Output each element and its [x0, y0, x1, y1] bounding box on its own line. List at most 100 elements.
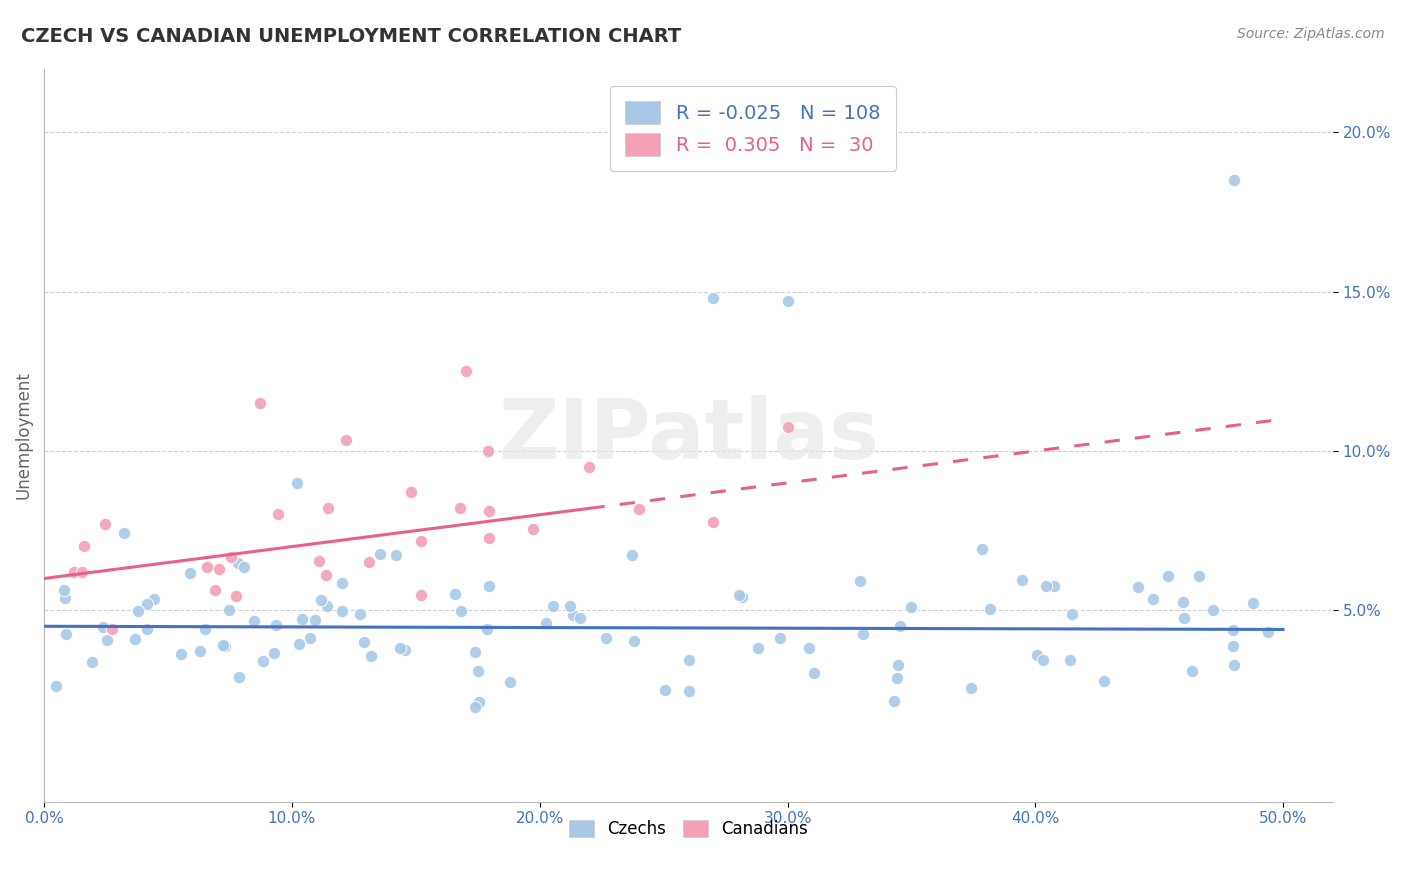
- Point: [1181, 664, 1204, 678]
- Point: [136, 623, 159, 637]
- Point: [1060, 607, 1083, 621]
- Point: [53, 591, 76, 606]
- Point: [330, 604, 353, 618]
- Point: [595, 631, 617, 645]
- Point: [368, 547, 391, 561]
- Point: [887, 657, 910, 672]
- Point: [889, 618, 911, 632]
- Point: [285, 475, 308, 490]
- Point: [1222, 639, 1244, 653]
- Point: [409, 588, 432, 602]
- Point: [803, 665, 825, 680]
- Point: [522, 522, 544, 536]
- Point: [308, 554, 330, 568]
- Point: [534, 615, 557, 630]
- Point: [53, 583, 76, 598]
- Legend: Czechs, Canadians: Czechs, Canadians: [562, 813, 814, 845]
- Point: [960, 681, 983, 696]
- Point: [1173, 611, 1195, 625]
- Point: [249, 396, 271, 410]
- Text: ZIPatlas: ZIPatlas: [498, 394, 879, 475]
- Point: [620, 548, 643, 562]
- Point: [315, 568, 337, 582]
- Point: [233, 560, 256, 574]
- Point: [394, 643, 416, 657]
- Point: [214, 639, 236, 653]
- Point: [1035, 579, 1057, 593]
- Point: [82, 655, 104, 669]
- Point: [627, 502, 650, 516]
- Point: [678, 683, 700, 698]
- Point: [1026, 648, 1049, 662]
- Point: [1092, 674, 1115, 689]
- Point: [55, 627, 77, 641]
- Point: [1142, 591, 1164, 606]
- Point: [228, 670, 250, 684]
- Point: [970, 542, 993, 557]
- Point: [211, 638, 233, 652]
- Point: [204, 583, 226, 598]
- Point: [450, 604, 472, 618]
- Point: [702, 291, 724, 305]
- Point: [266, 508, 288, 522]
- Point: [883, 693, 905, 707]
- Point: [776, 420, 799, 434]
- Point: [190, 644, 212, 658]
- Point: [399, 485, 422, 500]
- Point: [127, 604, 149, 618]
- Point: [569, 610, 592, 624]
- Point: [623, 634, 645, 648]
- Point: [1128, 580, 1150, 594]
- Text: CZECH VS CANADIAN UNEMPLOYMENT CORRELATION CHART: CZECH VS CANADIAN UNEMPLOYMENT CORRELATI…: [21, 27, 682, 45]
- Point: [226, 556, 249, 570]
- Text: Source: ZipAtlas.com: Source: ZipAtlas.com: [1237, 27, 1385, 41]
- Point: [170, 647, 193, 661]
- Point: [468, 695, 491, 709]
- Point: [678, 653, 700, 667]
- Point: [388, 640, 411, 655]
- Point: [1157, 569, 1180, 583]
- Point: [578, 460, 600, 475]
- Point: [208, 561, 231, 575]
- Point: [886, 671, 908, 685]
- Point: [558, 599, 581, 613]
- Point: [136, 597, 159, 611]
- Point: [1032, 653, 1054, 667]
- Point: [73, 539, 96, 553]
- Point: [849, 574, 872, 588]
- Point: [464, 700, 486, 714]
- Point: [96, 633, 118, 648]
- Point: [444, 587, 467, 601]
- Point: [93, 517, 115, 532]
- Point: [124, 632, 146, 646]
- Point: [62, 566, 84, 580]
- Point: [179, 566, 201, 580]
- Point: [464, 645, 486, 659]
- Point: [654, 682, 676, 697]
- Point: [769, 631, 792, 645]
- Point: [562, 607, 585, 622]
- Point: [1043, 579, 1066, 593]
- Point: [730, 591, 752, 605]
- Point: [194, 622, 217, 636]
- Point: [291, 612, 314, 626]
- Point: [1222, 173, 1244, 187]
- Point: [852, 627, 875, 641]
- Point: [478, 532, 501, 546]
- Point: [499, 674, 522, 689]
- Point: [1011, 573, 1033, 587]
- Point: [243, 614, 266, 628]
- Point: [467, 664, 489, 678]
- Point: [478, 504, 501, 518]
- Point: [900, 599, 922, 614]
- Point: [1257, 624, 1279, 639]
- Y-axis label: Unemployment: Unemployment: [15, 371, 32, 499]
- Point: [747, 641, 769, 656]
- Point: [543, 599, 565, 613]
- Point: [45, 679, 67, 693]
- Point: [1202, 603, 1225, 617]
- Point: [225, 589, 247, 603]
- Point: [1223, 658, 1246, 673]
- Point: [70, 566, 93, 580]
- Point: [315, 599, 337, 614]
